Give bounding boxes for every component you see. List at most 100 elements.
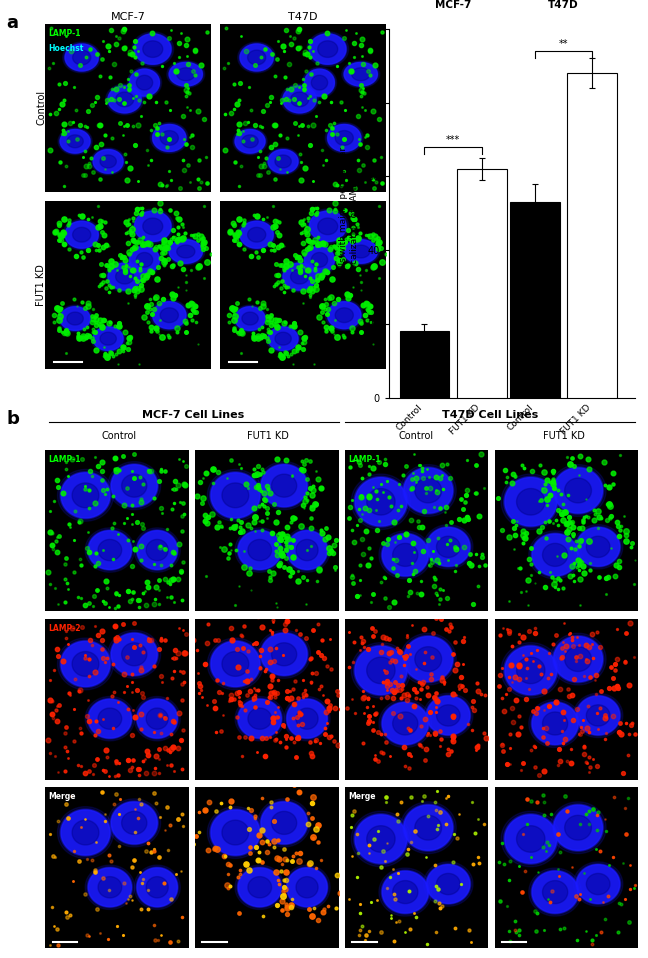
Polygon shape xyxy=(437,874,460,895)
Polygon shape xyxy=(91,148,125,175)
Y-axis label: FUT1 KD: FUT1 KD xyxy=(36,264,46,306)
Polygon shape xyxy=(207,469,263,521)
Polygon shape xyxy=(307,209,349,243)
Polygon shape xyxy=(60,129,90,153)
Text: Control: Control xyxy=(399,431,434,441)
Polygon shape xyxy=(341,60,380,88)
Polygon shape xyxy=(577,528,619,566)
Polygon shape xyxy=(108,630,161,678)
Polygon shape xyxy=(281,84,319,115)
Polygon shape xyxy=(260,801,308,845)
Polygon shape xyxy=(304,246,335,274)
Polygon shape xyxy=(287,868,327,906)
Polygon shape xyxy=(532,534,578,576)
Polygon shape xyxy=(177,68,195,80)
Polygon shape xyxy=(222,651,249,676)
Polygon shape xyxy=(531,701,579,745)
Polygon shape xyxy=(58,469,113,521)
Polygon shape xyxy=(60,809,111,856)
Polygon shape xyxy=(424,525,473,569)
Polygon shape xyxy=(58,127,92,155)
Polygon shape xyxy=(404,805,452,851)
Polygon shape xyxy=(501,474,561,530)
Polygon shape xyxy=(258,630,310,678)
Polygon shape xyxy=(63,219,100,250)
Polygon shape xyxy=(426,527,471,567)
Polygon shape xyxy=(437,536,460,558)
Polygon shape xyxy=(261,465,307,507)
Polygon shape xyxy=(87,867,132,907)
Polygon shape xyxy=(352,68,370,80)
Polygon shape xyxy=(402,467,454,514)
Polygon shape xyxy=(135,34,171,64)
Polygon shape xyxy=(367,489,395,515)
Polygon shape xyxy=(237,698,283,739)
Polygon shape xyxy=(122,474,147,497)
Polygon shape xyxy=(424,862,473,906)
Polygon shape xyxy=(106,262,144,292)
Polygon shape xyxy=(308,34,347,65)
Polygon shape xyxy=(341,238,380,265)
Polygon shape xyxy=(427,865,470,903)
Polygon shape xyxy=(235,865,284,909)
Polygon shape xyxy=(268,149,298,173)
Title: T47D: T47D xyxy=(288,11,318,22)
Polygon shape xyxy=(134,696,180,741)
Polygon shape xyxy=(575,696,621,736)
Polygon shape xyxy=(553,805,603,851)
Text: LAMP-1: LAMP-1 xyxy=(49,29,81,38)
Text: b: b xyxy=(6,410,19,428)
Polygon shape xyxy=(272,474,297,497)
Polygon shape xyxy=(296,877,318,898)
Polygon shape xyxy=(93,327,123,351)
Polygon shape xyxy=(58,638,113,690)
Polygon shape xyxy=(542,543,568,566)
Polygon shape xyxy=(233,127,267,155)
Polygon shape xyxy=(136,253,153,267)
Polygon shape xyxy=(60,640,111,688)
Polygon shape xyxy=(132,209,174,243)
Polygon shape xyxy=(286,530,328,570)
Polygon shape xyxy=(65,44,98,71)
Polygon shape xyxy=(222,820,249,845)
Polygon shape xyxy=(237,867,283,907)
Polygon shape xyxy=(354,476,408,527)
Polygon shape xyxy=(132,32,174,66)
Polygon shape xyxy=(137,868,178,906)
Polygon shape xyxy=(242,312,259,325)
Polygon shape xyxy=(260,464,308,508)
Polygon shape xyxy=(427,528,470,566)
Polygon shape xyxy=(106,84,144,115)
Polygon shape xyxy=(64,220,99,249)
Polygon shape xyxy=(177,245,195,258)
Polygon shape xyxy=(108,263,141,290)
Text: T47D: T47D xyxy=(548,0,579,11)
Polygon shape xyxy=(351,474,411,530)
Polygon shape xyxy=(130,246,159,273)
Polygon shape xyxy=(235,129,266,153)
Polygon shape xyxy=(426,696,471,736)
Polygon shape xyxy=(437,705,460,726)
Polygon shape xyxy=(210,809,261,856)
Polygon shape xyxy=(87,698,132,739)
Polygon shape xyxy=(529,699,581,747)
Polygon shape xyxy=(325,300,364,331)
Polygon shape xyxy=(261,633,307,675)
Polygon shape xyxy=(238,219,275,250)
Polygon shape xyxy=(367,826,395,853)
Polygon shape xyxy=(235,307,265,331)
Polygon shape xyxy=(108,86,141,113)
Polygon shape xyxy=(327,301,362,330)
Polygon shape xyxy=(311,253,328,267)
Polygon shape xyxy=(307,32,349,66)
Polygon shape xyxy=(516,826,545,853)
Polygon shape xyxy=(286,867,328,907)
Polygon shape xyxy=(222,483,249,508)
Polygon shape xyxy=(160,130,178,146)
Polygon shape xyxy=(88,531,132,569)
Polygon shape xyxy=(146,539,168,560)
Polygon shape xyxy=(564,478,592,503)
Text: T47D Cell Lines: T47D Cell Lines xyxy=(442,410,538,420)
Polygon shape xyxy=(108,262,142,290)
Polygon shape xyxy=(328,125,361,151)
